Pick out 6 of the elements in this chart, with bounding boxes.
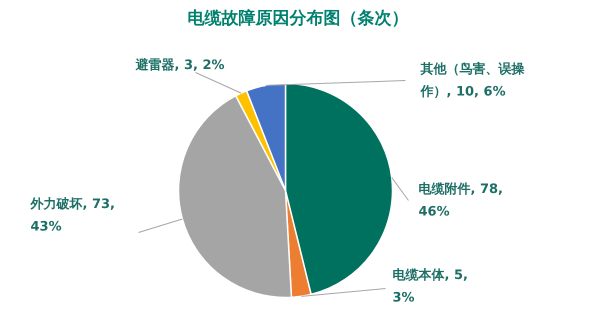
slice-label: 避雷器, 3, 2% [134, 57, 225, 73]
chart-title: 电缆故障原因分布图（条次） [188, 8, 408, 28]
slice-label: 电缆附件, 78, 46% [418, 182, 503, 220]
slice-label: 其他（鸟害、误操作）, 10, 6% [420, 60, 526, 100]
slice-label: 外力破坏, 73, 43% [30, 196, 115, 234]
slice-label: 电缆本体, 5, 3% [392, 268, 468, 306]
